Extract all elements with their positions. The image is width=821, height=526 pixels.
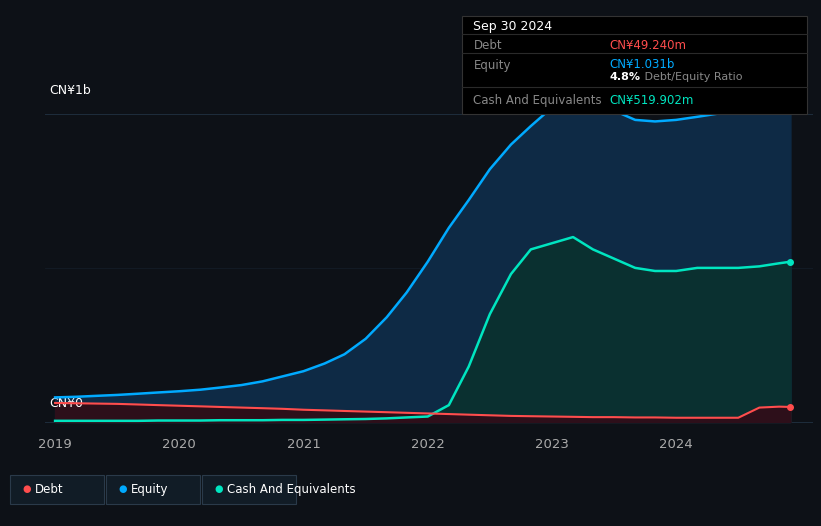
Text: Sep 30 2024: Sep 30 2024	[474, 21, 553, 33]
Text: CN¥519.902m: CN¥519.902m	[610, 94, 694, 107]
Text: Debt: Debt	[474, 39, 502, 52]
Text: Debt: Debt	[34, 483, 63, 495]
Text: Equity: Equity	[131, 483, 168, 495]
Text: Equity: Equity	[474, 58, 511, 72]
Text: ●: ●	[118, 484, 126, 494]
Text: CN¥0: CN¥0	[49, 397, 83, 410]
Text: CN¥1b: CN¥1b	[49, 84, 91, 97]
Text: CN¥49.240m: CN¥49.240m	[610, 39, 687, 52]
Text: Cash And Equivalents: Cash And Equivalents	[474, 94, 602, 107]
Text: Debt/Equity Ratio: Debt/Equity Ratio	[641, 72, 742, 82]
Text: ●: ●	[214, 484, 222, 494]
Text: Cash And Equivalents: Cash And Equivalents	[227, 483, 355, 495]
Text: 4.8%: 4.8%	[610, 72, 640, 82]
Text: CN¥1.031b: CN¥1.031b	[610, 58, 675, 72]
Text: ●: ●	[22, 484, 30, 494]
